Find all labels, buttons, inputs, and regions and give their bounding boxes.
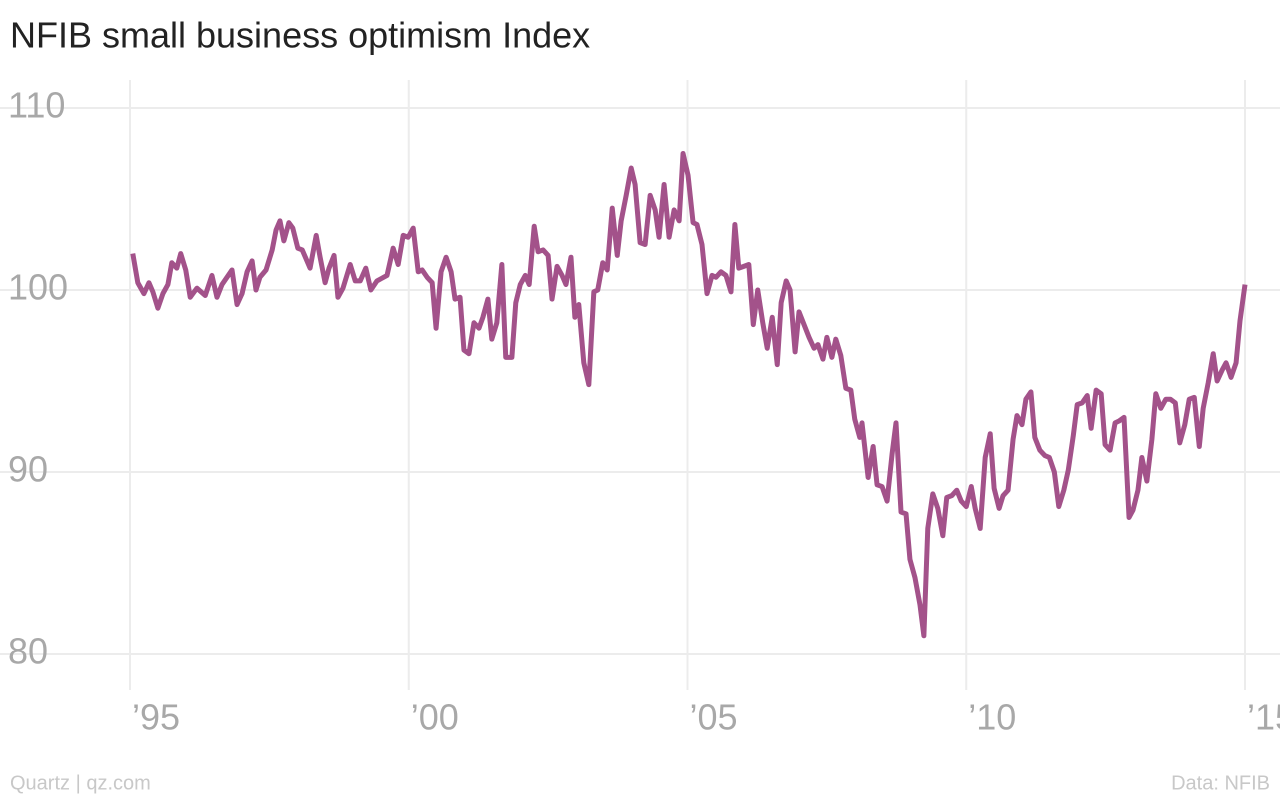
y-tick-label: 90 [8,449,48,490]
source: Data: NFIB [1171,772,1270,794]
x-tick-label: ’95 [132,697,180,738]
x-tick-label: ’05 [689,697,737,738]
x-tick-label: ’15 [1247,697,1280,738]
y-tick-label: 110 [8,85,65,126]
chart-title: NFIB small business optimism Index [10,15,590,56]
y-tick-label: 80 [8,631,48,672]
x-tick-label: ’00 [411,697,459,738]
y-tick-label: 100 [8,267,68,308]
x-tick-label: ’10 [968,697,1016,738]
line [130,151,1248,639]
credit: Quartz | qz.com [10,772,151,794]
